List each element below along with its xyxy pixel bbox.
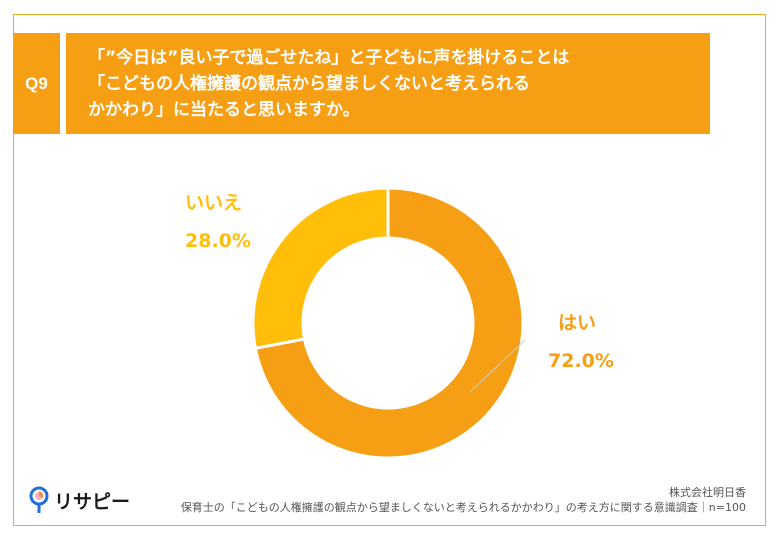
label-no: いいえ bbox=[185, 192, 243, 214]
question-number: Q9 bbox=[13, 33, 60, 134]
frame bbox=[13, 14, 766, 526]
logo-pin-icon bbox=[29, 486, 49, 513]
logo-text: リサピー bbox=[54, 490, 131, 513]
slice-1 bbox=[251, 186, 390, 351]
value-yes: 72.0% bbox=[548, 350, 614, 372]
source-note: 保育士の「こどもの人権擁護の観点から望ましくないと考えられるかかわり」の考え方に… bbox=[180, 501, 746, 514]
question-text: 「”今日は”良い子で過ごせたね」と子どもに声を掛けることは 「こどもの人権擁護の… bbox=[66, 33, 710, 134]
slice-0 bbox=[253, 186, 525, 460]
value-no: 28.0% bbox=[185, 230, 251, 252]
label-yes: はい bbox=[558, 312, 597, 334]
company-name: 株式会社明日香 bbox=[669, 486, 746, 499]
logo: リサピー bbox=[28, 486, 130, 514]
leader-line bbox=[469, 339, 526, 393]
